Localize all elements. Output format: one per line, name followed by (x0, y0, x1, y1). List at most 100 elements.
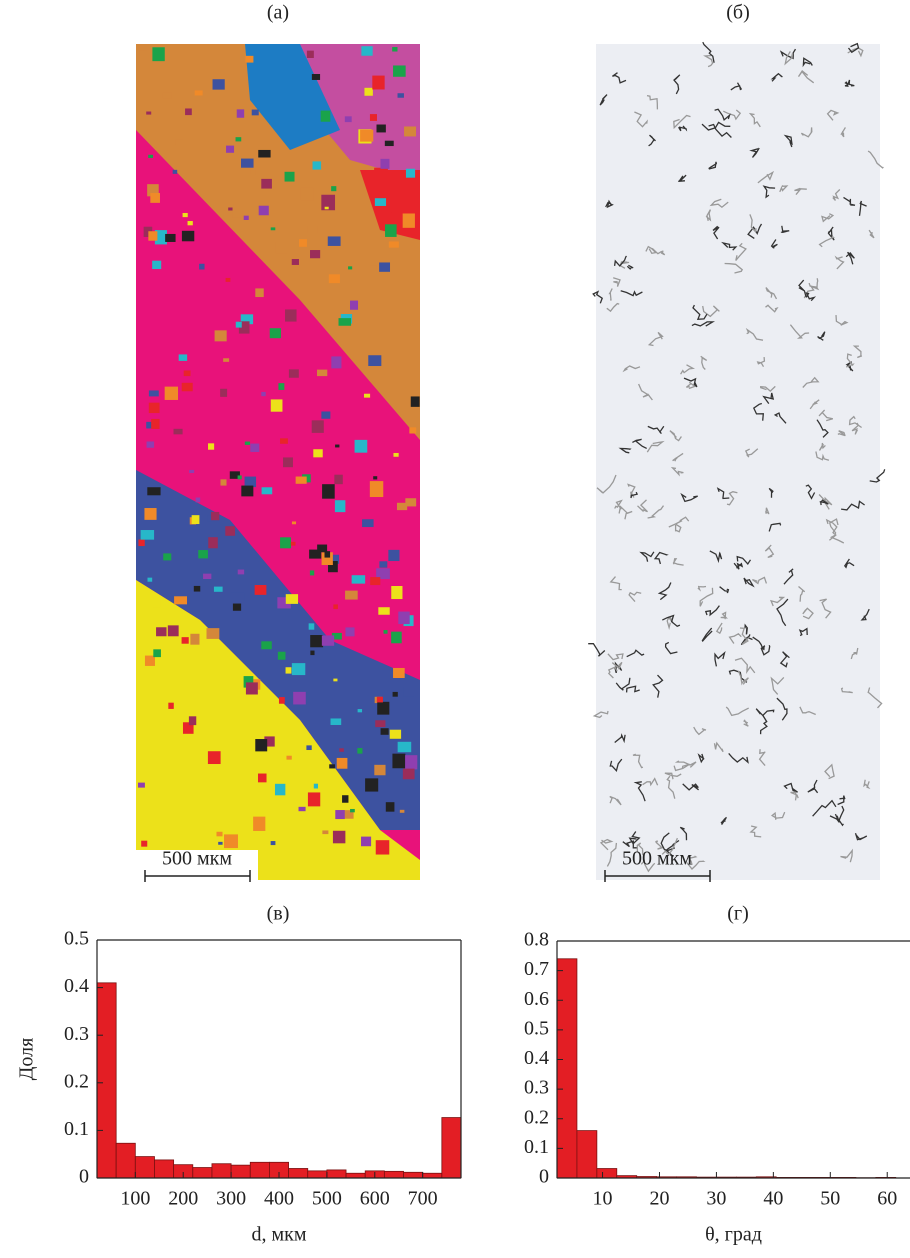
grain (406, 169, 415, 178)
grain (188, 221, 193, 225)
grain (307, 51, 314, 58)
grain (361, 837, 371, 847)
grain (404, 126, 416, 136)
grain (185, 108, 192, 115)
grain (189, 716, 196, 725)
y-tick-label: 0.6 (524, 988, 549, 1010)
grain (292, 259, 299, 265)
grain (163, 553, 171, 560)
x-tick-label: 400 (264, 1188, 294, 1210)
grain (236, 137, 242, 141)
grain (309, 623, 315, 629)
grain (308, 792, 320, 806)
grain (404, 687, 415, 697)
grain (335, 445, 339, 448)
grain (147, 487, 160, 495)
grain (146, 112, 151, 115)
grain (255, 739, 267, 751)
grain (393, 453, 398, 457)
grain (403, 213, 415, 227)
grain (226, 278, 231, 282)
grain (307, 226, 317, 233)
grain (377, 697, 383, 703)
grain (310, 635, 323, 647)
grain (163, 93, 172, 99)
grain (314, 784, 318, 789)
map-background (596, 44, 880, 880)
grain (283, 457, 293, 467)
x-axis-label: d, мкм (251, 1224, 306, 1246)
grain (364, 88, 372, 96)
y-tick-label: 0.4 (524, 1047, 549, 1069)
grain (405, 755, 417, 769)
grain (317, 370, 327, 376)
grain (220, 389, 227, 397)
panel-label: (а) (267, 2, 289, 24)
grain (286, 594, 298, 604)
grain (384, 630, 388, 634)
boundary-map (588, 42, 885, 880)
y-tick-label: 0.5 (64, 928, 89, 950)
grain (148, 155, 153, 158)
grain (138, 539, 144, 546)
grain (378, 607, 389, 615)
x-tick-label: 500 (312, 1188, 342, 1210)
grain (241, 486, 253, 497)
grain (393, 692, 398, 697)
grain (286, 756, 291, 760)
y-tick-label: 0.7 (524, 958, 549, 980)
x-tick-label: 300 (216, 1188, 246, 1210)
grain (250, 444, 259, 452)
grain (141, 841, 147, 847)
bar (384, 1171, 403, 1178)
bar (97, 983, 116, 1178)
grain (174, 429, 183, 435)
y-tick-label: 0.8 (524, 929, 549, 951)
grain (208, 751, 221, 764)
grain (322, 635, 334, 645)
grain (377, 702, 389, 715)
grain (411, 396, 420, 406)
grain (258, 774, 267, 783)
bar (346, 1173, 365, 1178)
grain (350, 301, 358, 310)
grain (246, 682, 258, 694)
grain (208, 443, 214, 449)
grain (331, 718, 342, 725)
grain (259, 206, 269, 216)
grain (153, 599, 161, 608)
grain (280, 537, 291, 548)
y-tick-label: 0.1 (64, 1118, 89, 1140)
grain (225, 526, 235, 536)
grain (224, 834, 238, 848)
grain (292, 663, 305, 675)
grain (310, 651, 314, 656)
x-tick-label: 600 (360, 1188, 390, 1210)
grain (211, 512, 219, 520)
grain (317, 545, 327, 553)
grain (275, 784, 285, 795)
grain (360, 130, 373, 142)
grain (208, 537, 218, 548)
x-tick-label: 60 (877, 1188, 897, 1210)
grain (168, 703, 173, 709)
grain (165, 387, 178, 400)
grain (173, 170, 178, 174)
grain (215, 330, 227, 341)
grain (189, 470, 194, 473)
grain (370, 114, 377, 121)
x-tick-label: 50 (820, 1188, 840, 1210)
grain (329, 274, 340, 283)
grain (373, 476, 377, 479)
grain (352, 575, 366, 583)
chart-title: (в) (267, 903, 290, 925)
grain (331, 356, 341, 368)
grain (255, 288, 263, 297)
bar (135, 1157, 154, 1178)
grain (362, 519, 374, 527)
grain (350, 809, 355, 812)
bar (154, 1160, 173, 1178)
grain (299, 807, 306, 811)
grain (144, 508, 156, 520)
grain (348, 266, 352, 269)
